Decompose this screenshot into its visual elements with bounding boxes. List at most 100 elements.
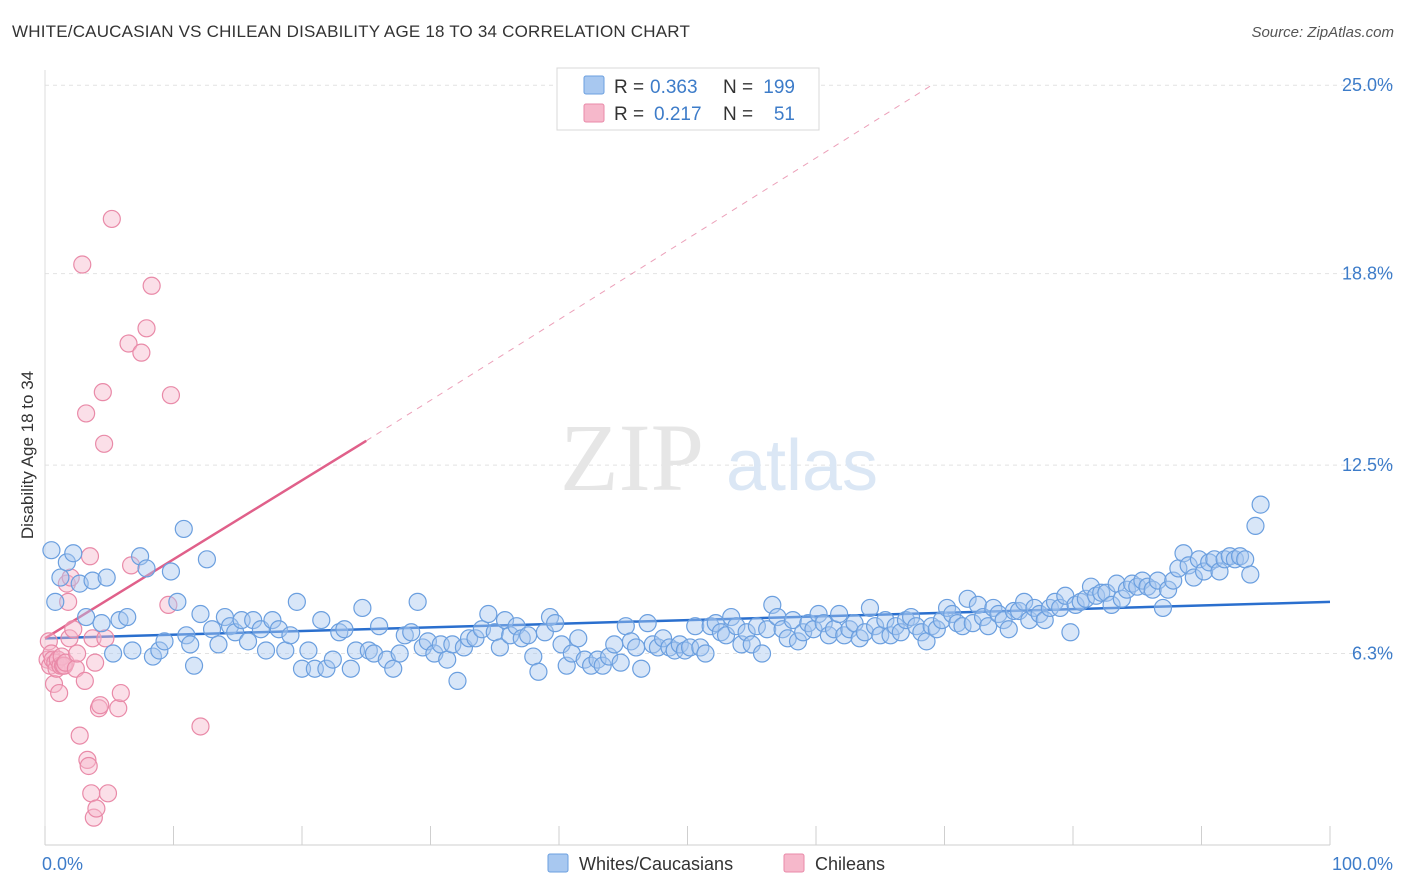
point-whites-57	[384, 659, 403, 678]
gridlines	[45, 84, 1393, 655]
bottom-legend-swatch-chileans	[783, 853, 805, 873]
point-whites-199	[1143, 580, 1162, 599]
x-tick-label-0: 0.0%	[42, 854, 83, 874]
point-whites-42	[292, 659, 312, 678]
y-axis-title: Disability Age 18 to 34	[18, 371, 37, 539]
point-chileans-25	[77, 404, 96, 423]
point-whites-218	[1241, 565, 1260, 584]
y-tick-label-2: 18.8%	[1342, 264, 1393, 284]
point-whites-13	[123, 641, 142, 660]
point-chileans-45	[132, 343, 151, 362]
point-whites-215	[1225, 550, 1245, 569]
point-chileans-49	[161, 386, 181, 405]
point-whites-28	[209, 635, 228, 654]
trend-lines	[44, 84, 1331, 640]
point-chileans-47	[142, 276, 161, 295]
point-chileans-26	[78, 750, 97, 770]
point-chileans-27	[79, 756, 98, 776]
point-whites-25	[191, 604, 210, 624]
point-whites-45	[312, 610, 331, 630]
bottom-legend-label-whites: Whites/Caucasians	[579, 854, 733, 874]
point-whites-105	[660, 638, 679, 657]
legend-n-label-1: N =	[723, 77, 753, 98]
point-whites-27	[202, 620, 222, 639]
point-whites-144	[860, 598, 880, 618]
point-whites-93	[593, 656, 612, 675]
point-whites-53	[359, 641, 378, 660]
point-whites-134	[809, 604, 828, 624]
bottom-legend-swatch-whites	[547, 853, 569, 873]
point-chileans-24	[75, 671, 94, 690]
point-whites-109	[680, 638, 700, 657]
point-whites-77	[501, 626, 520, 645]
point-whites-47	[323, 650, 342, 669]
point-chileans-35	[91, 696, 110, 715]
point-whites-100	[632, 659, 651, 678]
point-chileans-42	[111, 683, 130, 703]
point-whites-163	[958, 589, 977, 608]
point-whites-166	[973, 607, 993, 627]
point-whites-68	[448, 671, 467, 690]
point-whites-58	[390, 644, 409, 663]
point-whites-48	[330, 623, 349, 642]
point-whites-188	[1087, 586, 1106, 605]
point-whites-129	[783, 610, 802, 630]
point-chileans-37	[95, 434, 114, 453]
point-whites-101	[638, 614, 657, 633]
point-chileans-38	[96, 629, 115, 648]
bottom-legend-label-chileans: Chileans	[815, 854, 885, 874]
point-whites-201	[1153, 598, 1173, 618]
point-chileans-28	[80, 547, 100, 566]
point-whites-99	[626, 638, 646, 657]
point-whites-19	[161, 562, 181, 581]
point-whites-202	[1158, 580, 1178, 599]
point-whites-172	[1004, 601, 1023, 621]
point-whites-118	[727, 617, 746, 636]
point-whites-21	[174, 519, 193, 539]
point-chileans-33	[87, 799, 106, 818]
point-chileans-22	[70, 726, 89, 745]
point-whites-108	[675, 641, 695, 660]
point-whites-26	[197, 550, 217, 569]
point-whites-148	[881, 626, 900, 645]
point-whites-200	[1148, 571, 1167, 590]
point-whites-143	[855, 623, 874, 642]
y-tick-label-0: 6.3%	[1352, 644, 1393, 664]
point-whites-152	[901, 607, 921, 627]
point-whites-12	[118, 607, 137, 627]
point-whites-1	[46, 592, 65, 611]
point-whites-97	[616, 617, 635, 636]
point-whites-41	[287, 592, 306, 611]
point-whites-214	[1220, 547, 1239, 566]
point-whites-36	[256, 641, 276, 660]
legend-swatch-pink	[583, 103, 605, 123]
point-whites-110	[686, 617, 705, 636]
point-chileans-13	[55, 656, 74, 675]
point-whites-154	[912, 623, 931, 642]
point-whites-2	[51, 568, 70, 587]
chart-title: WHITE/CAUCASIAN VS CHILEAN DISABILITY AG…	[12, 22, 691, 41]
point-chileans-32	[86, 653, 105, 672]
point-whites-157	[927, 620, 946, 639]
point-whites-114	[706, 614, 725, 633]
point-chileans-50	[191, 717, 210, 736]
point-whites-113	[701, 617, 720, 636]
point-whites-33	[238, 632, 258, 651]
point-whites-124	[758, 620, 777, 639]
point-chileans-20	[66, 659, 85, 678]
legend-r-label-2: R =	[614, 104, 644, 125]
point-whites-73	[479, 604, 498, 624]
point-whites-7	[83, 571, 102, 590]
point-whites-0	[42, 541, 61, 560]
point-whites-17	[150, 641, 169, 660]
point-whites-37	[263, 610, 282, 630]
point-whites-112	[696, 644, 715, 663]
point-whites-52	[353, 598, 372, 618]
point-whites-15	[137, 559, 156, 578]
legend-n-label-2: N =	[723, 104, 753, 125]
point-whites-51	[346, 641, 366, 660]
point-whites-95	[605, 635, 624, 654]
point-whites-9	[97, 568, 116, 587]
y-tick-label-3: 25.0%	[1342, 75, 1393, 95]
legend-n-value-2: 51	[774, 104, 795, 125]
